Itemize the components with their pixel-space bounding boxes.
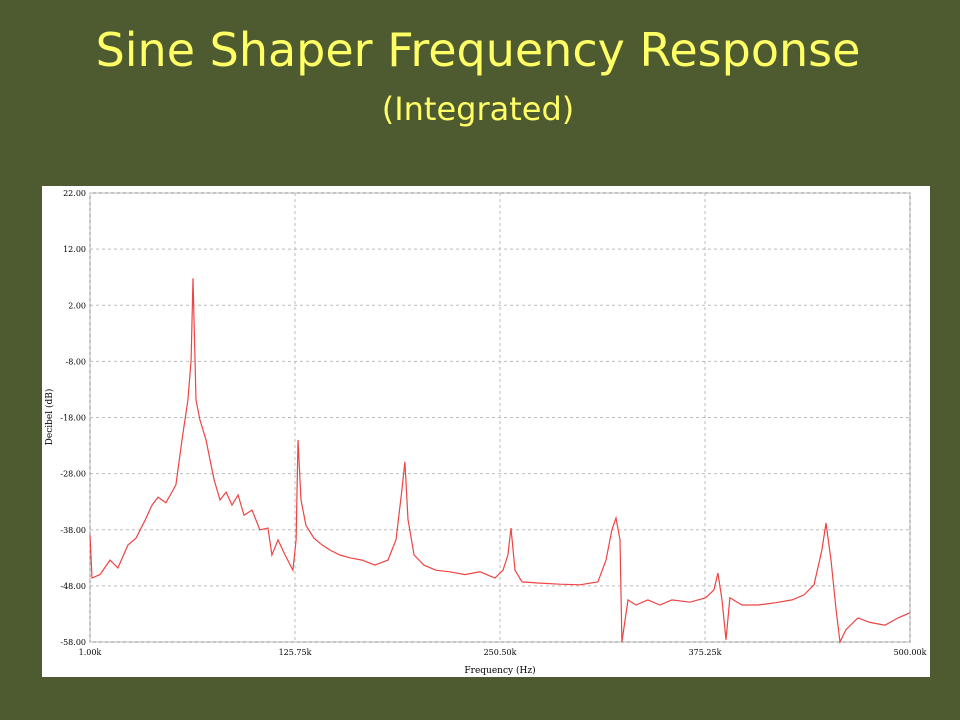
y-tick-label: -8.00 bbox=[65, 357, 86, 366]
x-tick-label: 1.00k bbox=[79, 648, 102, 657]
y-axis-label: Decibel (dB) bbox=[44, 389, 55, 446]
y-tick-label: 2.00 bbox=[68, 301, 86, 310]
y-tick-label: -48.00 bbox=[60, 582, 86, 591]
slide-subtitle: (Integrated) bbox=[382, 90, 575, 128]
x-tick-label: 375.25k bbox=[689, 648, 722, 657]
y-tick-label: -18.00 bbox=[60, 414, 86, 423]
y-tick-label: 22.00 bbox=[63, 189, 86, 198]
y-tick-label: 12.00 bbox=[63, 245, 86, 254]
x-tick-label: 125.75k bbox=[279, 648, 312, 657]
slide-title: Sine Shaper Frequency Response bbox=[96, 23, 861, 77]
x-tick-label: 500.00k bbox=[894, 648, 927, 657]
y-tick-label: -58.00 bbox=[60, 638, 86, 647]
y-tick-label: -28.00 bbox=[60, 470, 86, 479]
y-tick-label: -38.00 bbox=[60, 526, 86, 535]
chart-panel bbox=[42, 186, 930, 677]
x-tick-label: 250.50k bbox=[484, 648, 517, 657]
x-axis-label: Frequency (Hz) bbox=[464, 665, 535, 676]
series-line bbox=[89, 278, 911, 645]
